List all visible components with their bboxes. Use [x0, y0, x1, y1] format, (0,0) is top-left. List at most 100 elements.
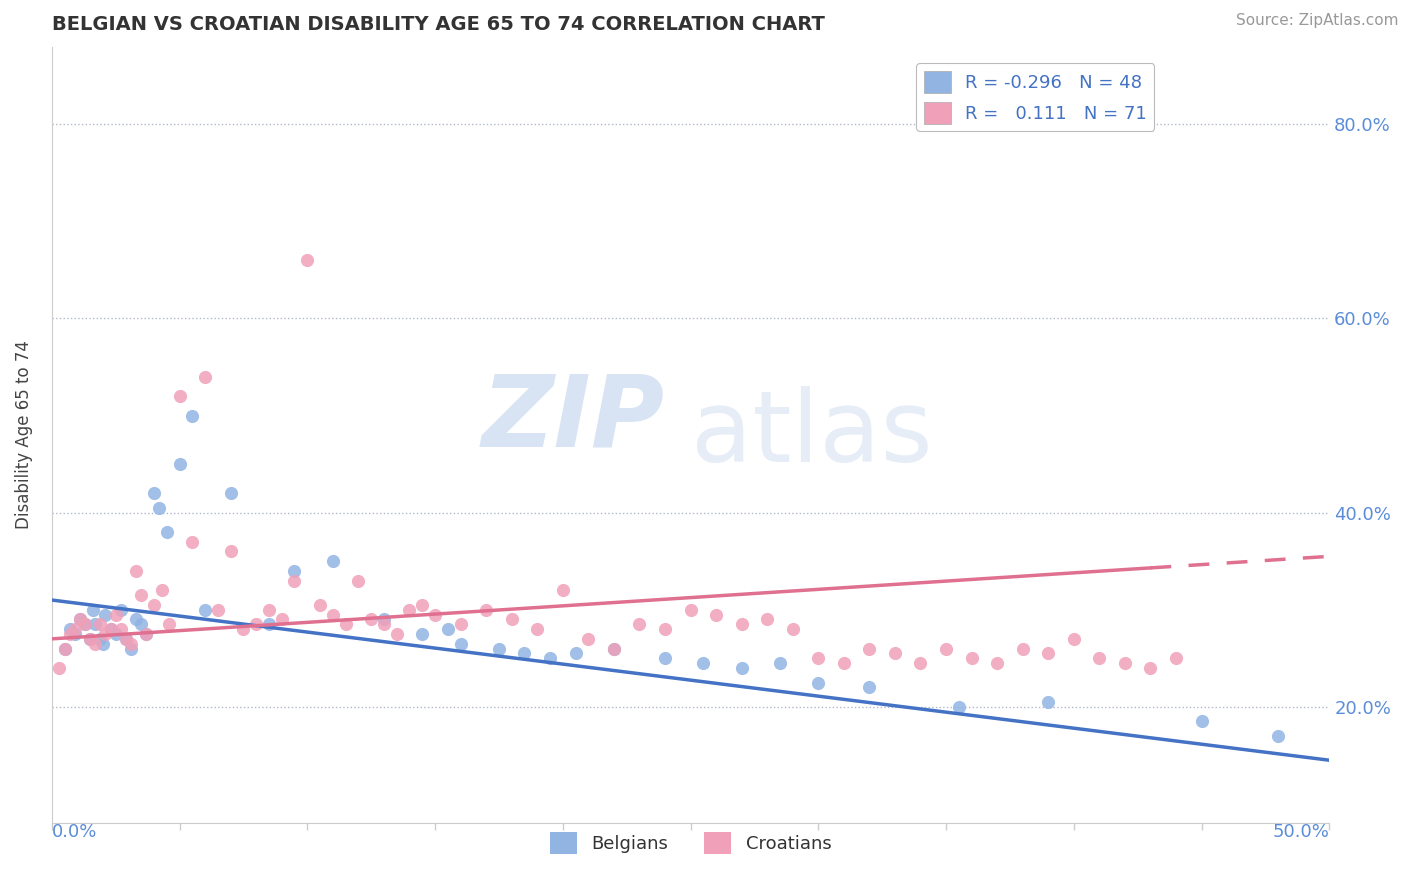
- Point: [150, 583, 173, 598]
- Point: [59, 627, 82, 641]
- Text: 50.0%: 50.0%: [1272, 823, 1329, 841]
- Point: [120, 641, 142, 656]
- Point: [322, 607, 344, 622]
- Point: [115, 632, 138, 646]
- Point: [63, 627, 86, 641]
- Point: [135, 627, 157, 641]
- Point: [142, 598, 165, 612]
- Point: [181, 409, 204, 423]
- Point: [883, 647, 905, 661]
- Point: [73, 617, 96, 632]
- Point: [169, 457, 191, 471]
- Point: [257, 617, 280, 632]
- Point: [807, 675, 830, 690]
- Point: [679, 603, 702, 617]
- Point: [59, 622, 82, 636]
- Point: [181, 534, 204, 549]
- Point: [603, 641, 626, 656]
- Point: [219, 486, 242, 500]
- Legend: R = -0.296   N = 48, R =   0.111   N = 71: R = -0.296 N = 48, R = 0.111 N = 71: [917, 63, 1154, 131]
- Point: [450, 617, 472, 632]
- Point: [423, 607, 446, 622]
- Point: [730, 617, 752, 632]
- Point: [769, 656, 792, 670]
- Point: [322, 554, 344, 568]
- Point: [538, 651, 561, 665]
- Point: [576, 632, 599, 646]
- Point: [104, 607, 127, 622]
- Point: [986, 656, 1008, 670]
- Point: [360, 612, 382, 626]
- Point: [398, 603, 420, 617]
- Point: [309, 598, 332, 612]
- Point: [120, 637, 142, 651]
- Point: [1267, 729, 1289, 743]
- Text: ZIP: ZIP: [482, 371, 665, 468]
- Point: [730, 661, 752, 675]
- Point: [347, 574, 370, 588]
- Text: Source: ZipAtlas.com: Source: ZipAtlas.com: [1236, 13, 1399, 29]
- Text: 0.0%: 0.0%: [52, 823, 97, 841]
- Point: [156, 524, 179, 539]
- Point: [129, 617, 152, 632]
- Point: [53, 641, 76, 656]
- Point: [436, 622, 458, 636]
- Point: [283, 564, 305, 578]
- Point: [91, 637, 114, 651]
- Point: [411, 598, 433, 612]
- Point: [335, 617, 357, 632]
- Point: [89, 632, 111, 646]
- Point: [1088, 651, 1111, 665]
- Point: [194, 369, 217, 384]
- Point: [135, 627, 157, 641]
- Point: [411, 627, 433, 641]
- Point: [84, 637, 107, 651]
- Point: [692, 656, 714, 670]
- Point: [125, 612, 148, 626]
- Point: [488, 641, 510, 656]
- Point: [69, 612, 91, 626]
- Point: [100, 622, 122, 636]
- Point: [1038, 695, 1060, 709]
- Point: [373, 612, 395, 626]
- Point: [148, 500, 170, 515]
- Point: [1164, 651, 1187, 665]
- Point: [73, 617, 96, 632]
- Point: [94, 627, 117, 641]
- Point: [782, 622, 804, 636]
- Point: [104, 627, 127, 641]
- Point: [94, 607, 117, 622]
- Point: [807, 651, 830, 665]
- Point: [194, 603, 217, 617]
- Point: [79, 632, 101, 646]
- Point: [207, 603, 229, 617]
- Text: atlas: atlas: [690, 386, 932, 483]
- Point: [219, 544, 242, 558]
- Point: [232, 622, 254, 636]
- Point: [501, 612, 523, 626]
- Point: [69, 612, 91, 626]
- Point: [82, 603, 104, 617]
- Point: [450, 637, 472, 651]
- Point: [858, 641, 880, 656]
- Point: [832, 656, 855, 670]
- Point: [564, 647, 586, 661]
- Point: [910, 656, 932, 670]
- Point: [1191, 714, 1213, 729]
- Point: [935, 641, 957, 656]
- Point: [157, 617, 180, 632]
- Point: [654, 651, 676, 665]
- Point: [270, 612, 292, 626]
- Y-axis label: Disability Age 65 to 74: Disability Age 65 to 74: [15, 341, 32, 530]
- Point: [603, 641, 626, 656]
- Point: [373, 617, 395, 632]
- Point: [245, 617, 267, 632]
- Text: BELGIAN VS CROATIAN DISABILITY AGE 65 TO 74 CORRELATION CHART: BELGIAN VS CROATIAN DISABILITY AGE 65 TO…: [52, 15, 825, 34]
- Point: [84, 617, 107, 632]
- Point: [948, 699, 970, 714]
- Point: [704, 607, 727, 622]
- Point: [129, 588, 152, 602]
- Point: [654, 622, 676, 636]
- Point: [297, 253, 319, 268]
- Point: [756, 612, 779, 626]
